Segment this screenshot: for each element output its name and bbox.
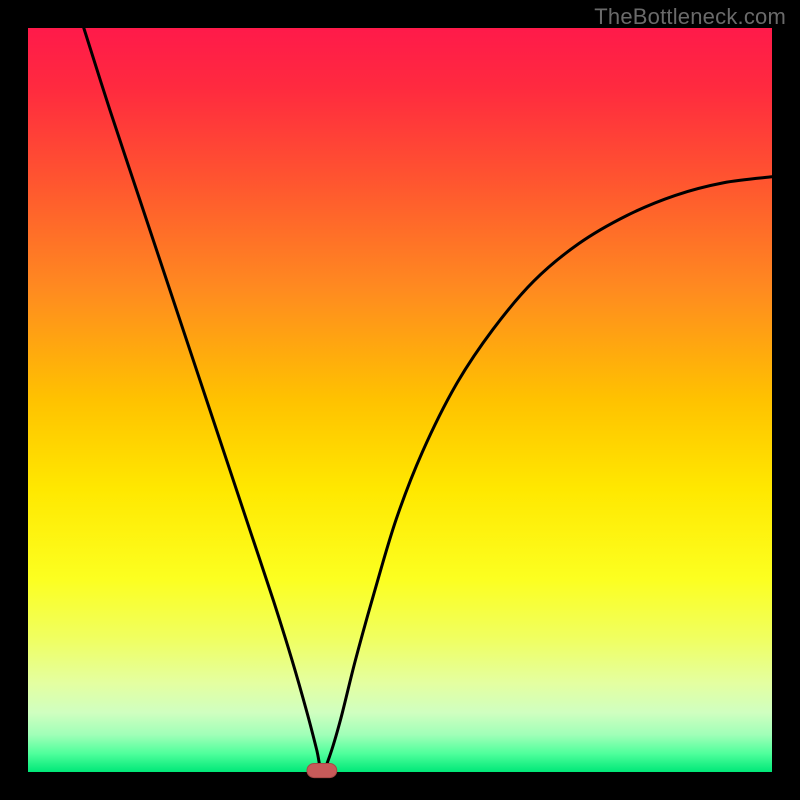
optimum-marker [307, 763, 337, 777]
chart-background [28, 28, 772, 772]
chart-container: { "watermark": { "text": "TheBottleneck.… [0, 0, 800, 800]
watermark-text: TheBottleneck.com [594, 4, 786, 30]
bottleneck-chart [0, 0, 800, 800]
